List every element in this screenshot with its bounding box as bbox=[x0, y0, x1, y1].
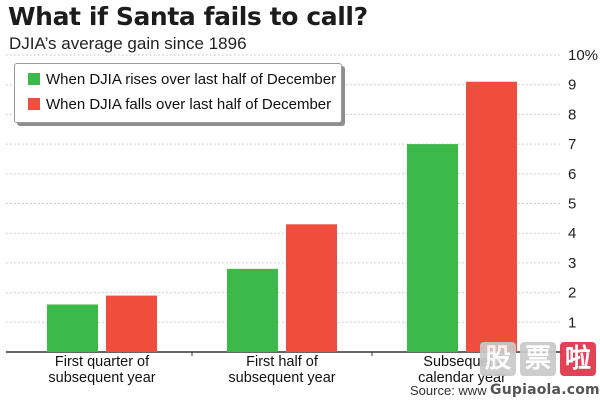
y-tick-label: 3 bbox=[568, 255, 576, 272]
bar-rises bbox=[227, 268, 278, 352]
watermark-char: 股 bbox=[480, 342, 516, 376]
y-tick-label: 9 bbox=[568, 77, 576, 94]
legend-swatch-falls bbox=[28, 98, 40, 110]
chart-title: What if Santa fails to call? bbox=[8, 2, 368, 31]
x-category-label: subsequent year bbox=[48, 370, 155, 386]
y-tick-label: 2 bbox=[568, 285, 576, 302]
x-category-label: First quarter of bbox=[55, 354, 150, 370]
watermark-char: 啦 bbox=[560, 342, 596, 376]
legend-swatch-rises bbox=[28, 73, 40, 85]
y-tick-label: 7 bbox=[568, 136, 576, 153]
bar-rises bbox=[407, 144, 458, 352]
legend-label-rises: When DJIA rises over last half of Decemb… bbox=[46, 70, 337, 88]
bar-falls bbox=[286, 224, 337, 352]
bar-falls bbox=[466, 81, 517, 352]
x-category-label: First half of bbox=[246, 354, 319, 370]
watermark-char: 票 bbox=[520, 342, 556, 376]
y-tick-label: 6 bbox=[568, 166, 576, 183]
chart-legend: When DJIA rises over last half of Decemb… bbox=[14, 63, 342, 123]
legend-label-falls: When DJIA falls over last half of Decemb… bbox=[46, 95, 332, 113]
y-tick-label: 5 bbox=[568, 196, 576, 213]
bar-falls bbox=[106, 295, 157, 352]
y-tick-label: 1 bbox=[568, 314, 576, 331]
y-tick-label: 10% bbox=[568, 47, 598, 64]
source-note: Source: www bbox=[410, 383, 487, 398]
bar-rises bbox=[47, 304, 98, 352]
legend-item-rises: When DJIA rises over last half of Decemb… bbox=[28, 69, 336, 89]
watermark-logo: 股 票 啦 Gupiaola.com bbox=[470, 340, 600, 402]
watermark-url: Gupiaola.com bbox=[490, 382, 600, 398]
y-tick-label: 4 bbox=[568, 225, 576, 242]
x-category-label: subsequent year bbox=[228, 370, 335, 386]
legend-item-falls: When DJIA falls over last half of Decemb… bbox=[28, 94, 331, 114]
y-tick-label: 8 bbox=[568, 106, 576, 123]
chart-subtitle: DJIA’s average gain since 1896 bbox=[9, 34, 247, 53]
